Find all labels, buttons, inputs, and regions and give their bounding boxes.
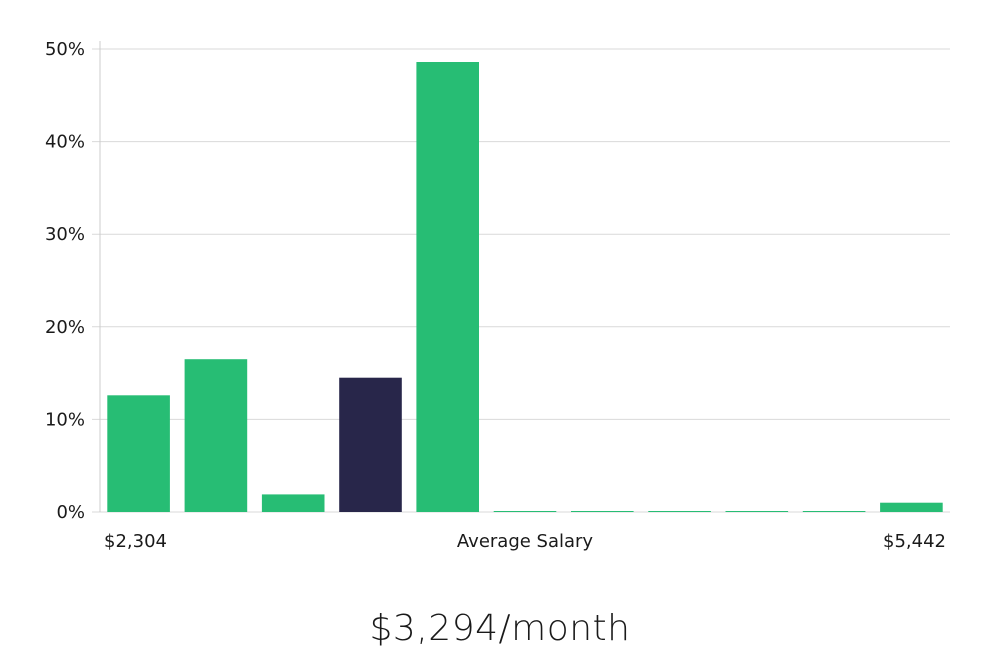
bars (107, 62, 943, 512)
bar (493, 511, 557, 512)
bar (339, 377, 402, 512)
x-label-center: Average Salary (457, 531, 594, 552)
salary-histogram-chart: 0%10%20%30%40%50% $2,304 Average Salary … (45, 39, 950, 552)
y-tick-label: 30% (45, 224, 85, 245)
y-tick-label: 50% (45, 39, 85, 60)
y-axis-ticks: 0% 10% 20% 30% 40% 50% (45, 39, 85, 523)
bar (184, 359, 248, 512)
x-label-min: $2,304 (104, 531, 167, 552)
y-tick-label: 0% (56, 502, 85, 523)
average-salary-value: $3,294/month (369, 608, 631, 649)
bar (571, 511, 634, 512)
bar (107, 395, 170, 512)
bar (802, 511, 866, 512)
bar (261, 494, 325, 512)
y-tick-label: 40% (45, 132, 85, 153)
x-label-max: $5,442 (883, 531, 946, 552)
bar (880, 502, 943, 512)
bar (725, 511, 789, 512)
bar (648, 511, 711, 512)
y-tick-label: 20% (45, 317, 85, 338)
bar (416, 62, 479, 512)
y-tick-label: 10% (45, 409, 85, 430)
